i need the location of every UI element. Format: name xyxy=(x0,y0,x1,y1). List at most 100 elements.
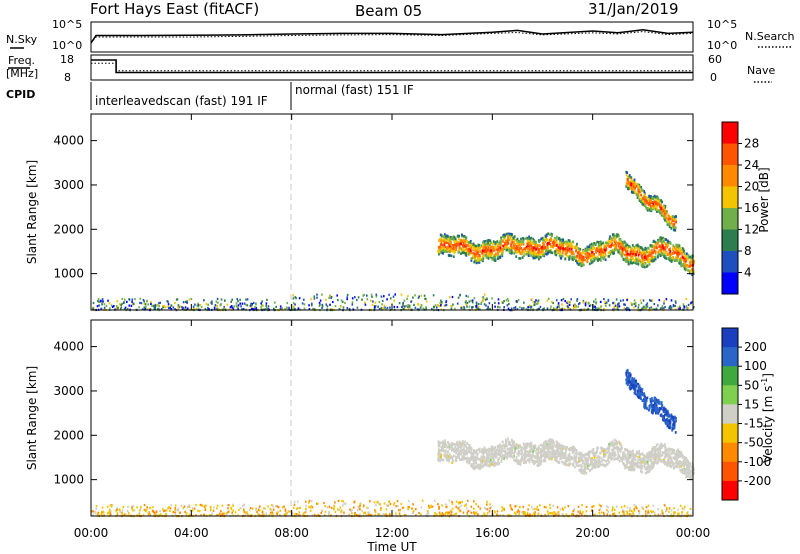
velocity-clutter-cell xyxy=(674,511,676,514)
power-clutter-cell xyxy=(288,306,290,309)
power-band-cell xyxy=(552,239,555,242)
power-clutter-cell xyxy=(99,300,101,303)
power-band-cell xyxy=(510,249,513,253)
power-band-cell xyxy=(599,249,602,253)
power-band-cell xyxy=(589,243,591,247)
power-clutter-cell xyxy=(522,307,525,310)
freq-panel-frame xyxy=(90,54,694,81)
velocity-clutter-cell xyxy=(510,507,513,510)
power-band-cell xyxy=(528,245,531,249)
power-band-cell xyxy=(559,256,562,260)
power-band-cell xyxy=(503,247,506,251)
power-band-cell xyxy=(639,259,641,262)
velocity-band-cell xyxy=(651,461,653,464)
velocity-clutter-cell xyxy=(486,500,488,503)
power-band-cell xyxy=(635,256,637,260)
power-band-cell xyxy=(603,243,606,247)
velocity-band-cell xyxy=(573,454,576,458)
velocity-clutter-cell xyxy=(279,514,282,517)
power-band-cell xyxy=(621,250,624,253)
velocity-clutter-cell xyxy=(343,511,345,514)
power-band-cell xyxy=(623,245,626,248)
velocity-clutter-cell xyxy=(248,509,251,512)
power-clutter-cell xyxy=(440,299,442,302)
velocity-clutter-cell xyxy=(632,513,635,516)
velocity-band-cell xyxy=(476,466,479,469)
power-band-cell xyxy=(665,244,668,248)
power-clutter-cell xyxy=(587,308,590,311)
velocity-clutter-cell xyxy=(646,511,648,514)
power-clutter-cell xyxy=(483,303,486,306)
velocity-clutter-cell xyxy=(263,507,265,510)
power-clutter-cell xyxy=(465,299,467,303)
power-band-cell xyxy=(504,243,506,246)
power-band-cell xyxy=(675,215,677,218)
power-band-cell xyxy=(666,217,669,221)
velocity-clutter-cell xyxy=(369,500,371,503)
power-clutter-cell xyxy=(649,299,651,302)
power-colorbar-label: Power [dB] xyxy=(757,167,771,232)
velocity-band-cell xyxy=(616,450,619,453)
power-band-cell xyxy=(506,240,509,243)
velocity-clutter-cell xyxy=(377,500,379,503)
power-clutter-cell xyxy=(251,307,254,310)
power-clutter-cell xyxy=(354,296,356,299)
power-band-cell xyxy=(616,234,619,238)
power-band-cell xyxy=(603,248,606,252)
power-band-cell xyxy=(646,209,649,212)
power-band-cell xyxy=(546,239,549,242)
velocity-clutter-cell xyxy=(434,512,436,515)
power-band-cell xyxy=(605,247,608,251)
power-band-cell xyxy=(689,270,692,274)
power-clutter-cell xyxy=(419,306,422,309)
power-band-cell xyxy=(620,250,623,253)
power-band-cell xyxy=(649,204,652,208)
power-clutter-cell xyxy=(564,300,566,303)
power-clutter-cell xyxy=(577,302,580,306)
velocity-clutter-cell xyxy=(470,511,473,514)
power-band-cell xyxy=(493,248,495,251)
power-clutter-cell xyxy=(105,304,108,307)
power-clutter-cell xyxy=(279,308,282,311)
velocity-clutter-cell xyxy=(212,509,215,512)
velocity-band-cell xyxy=(440,441,443,445)
power-band-cell xyxy=(455,245,458,248)
power-band-cell xyxy=(540,237,543,241)
power-clutter-cell xyxy=(292,302,295,305)
power-band-cell xyxy=(641,189,644,192)
power-band-cell xyxy=(520,243,523,246)
power-clutter-cell xyxy=(641,308,643,311)
power-band-cell xyxy=(674,246,677,249)
power-band-cell xyxy=(520,247,523,250)
power-band-cell xyxy=(625,247,628,251)
velocity-clutter-cell xyxy=(652,504,654,507)
velocity-band-cell xyxy=(561,460,563,464)
velocity-band-cell xyxy=(496,463,499,466)
power-clutter-cell xyxy=(366,298,369,301)
power-clutter-cell xyxy=(356,306,359,309)
power-clutter-cell xyxy=(364,301,366,304)
velocity-band-cell xyxy=(601,460,603,463)
power-band-cell xyxy=(643,191,646,195)
velocity-clutter-cell xyxy=(97,511,100,514)
velocity-clutter-cell xyxy=(612,506,614,509)
velocity-band-cell xyxy=(487,458,489,461)
power-band-cell xyxy=(665,220,668,223)
velocity-band-cell xyxy=(497,453,500,456)
power-band-cell xyxy=(532,255,534,258)
power-band-cell xyxy=(486,249,488,252)
power-band-cell xyxy=(566,243,569,247)
power-clutter-cell xyxy=(184,300,187,303)
power-clutter-cell xyxy=(477,302,480,306)
power-clutter-cell xyxy=(124,298,126,301)
power-band-cell xyxy=(559,245,562,249)
power-band-cell xyxy=(663,237,665,241)
power-band-cell xyxy=(679,246,682,250)
velocity-clutter-cell xyxy=(174,511,177,514)
power-clutter-cell xyxy=(659,307,662,310)
power-clutter-cell xyxy=(410,300,412,303)
power-band-cell xyxy=(642,200,645,203)
power-clutter-cell xyxy=(459,293,461,296)
power-band-cell xyxy=(602,256,604,259)
power-band-cell xyxy=(672,247,675,251)
